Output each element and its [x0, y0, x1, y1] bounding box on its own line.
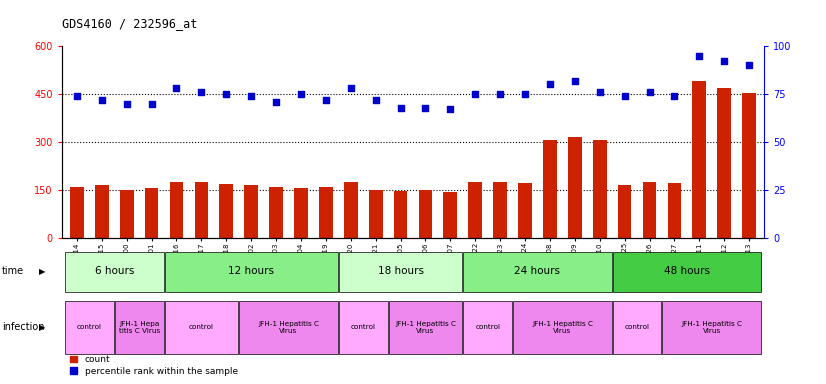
Bar — [294, 189, 308, 238]
Text: control: control — [475, 324, 501, 330]
Bar — [65, 301, 114, 354]
Bar — [463, 301, 512, 354]
Point — [568, 78, 582, 84]
Bar — [244, 185, 258, 238]
Bar — [468, 182, 482, 238]
Point — [493, 91, 506, 97]
Bar — [120, 190, 134, 238]
Bar — [543, 141, 557, 238]
Point — [70, 93, 83, 99]
Bar — [70, 187, 83, 238]
Point — [220, 91, 233, 97]
Point — [667, 93, 681, 99]
Text: JFH-1 Hepa
titis C Virus: JFH-1 Hepa titis C Virus — [118, 321, 159, 334]
Bar — [463, 252, 612, 291]
Text: 48 hours: 48 hours — [664, 266, 710, 276]
Bar — [667, 183, 681, 238]
Bar — [240, 301, 338, 354]
Point — [244, 93, 258, 99]
Bar — [613, 252, 761, 291]
Point — [743, 62, 756, 68]
Bar — [164, 252, 338, 291]
Point — [195, 89, 208, 95]
Text: ▶: ▶ — [39, 323, 45, 332]
Bar — [115, 301, 164, 354]
Bar — [613, 301, 662, 354]
Text: control: control — [189, 324, 214, 330]
Bar — [618, 185, 631, 238]
Bar — [344, 182, 358, 238]
Bar — [743, 93, 756, 238]
Point — [693, 53, 706, 59]
Text: infection: infection — [2, 322, 44, 332]
Bar — [145, 189, 159, 238]
Point — [618, 93, 631, 99]
Point — [544, 81, 557, 88]
Bar — [692, 81, 706, 238]
Point — [643, 89, 656, 95]
Bar — [368, 190, 382, 238]
Point — [444, 106, 457, 113]
Bar — [220, 184, 233, 238]
Text: JFH-1 Hepatitis C
Virus: JFH-1 Hepatitis C Virus — [681, 321, 743, 334]
Bar — [339, 252, 463, 291]
Bar — [419, 190, 432, 238]
Bar — [195, 182, 208, 238]
Bar — [269, 187, 283, 238]
Bar — [568, 137, 582, 238]
Point — [120, 101, 133, 107]
Bar — [493, 182, 507, 238]
Bar — [164, 301, 238, 354]
Point — [468, 91, 482, 97]
Bar — [513, 301, 612, 354]
Point — [593, 89, 606, 95]
Text: GDS4160 / 232596_at: GDS4160 / 232596_at — [62, 17, 197, 30]
Bar — [95, 185, 109, 238]
Text: control: control — [624, 324, 649, 330]
Point — [394, 104, 407, 111]
Point — [145, 101, 159, 107]
Point — [269, 99, 282, 105]
Text: ▶: ▶ — [39, 267, 45, 276]
Text: control: control — [351, 324, 376, 330]
Text: 18 hours: 18 hours — [377, 266, 424, 276]
Bar — [717, 88, 731, 238]
Bar — [643, 182, 657, 238]
Bar — [593, 141, 606, 238]
Text: 6 hours: 6 hours — [94, 266, 134, 276]
Bar — [518, 183, 532, 238]
Point — [369, 97, 382, 103]
Bar — [444, 192, 458, 238]
Point — [419, 104, 432, 111]
Bar — [394, 191, 407, 238]
Point — [95, 97, 108, 103]
Point — [344, 85, 358, 91]
Point — [519, 91, 532, 97]
Bar — [65, 252, 164, 291]
Text: JFH-1 Hepatitis C
Virus: JFH-1 Hepatitis C Virus — [532, 321, 593, 334]
Point — [320, 97, 333, 103]
Point — [718, 58, 731, 65]
Point — [294, 91, 307, 97]
Bar — [662, 301, 761, 354]
Point — [170, 85, 183, 91]
Text: 24 hours: 24 hours — [515, 266, 561, 276]
Legend: count, percentile rank within the sample: count, percentile rank within the sample — [66, 352, 241, 379]
Text: 12 hours: 12 hours — [228, 266, 274, 276]
Bar — [169, 182, 183, 238]
Bar — [339, 301, 387, 354]
Bar — [319, 187, 333, 238]
Bar — [388, 301, 463, 354]
Text: JFH-1 Hepatitis C
Virus: JFH-1 Hepatitis C Virus — [395, 321, 456, 334]
Text: control: control — [77, 324, 102, 330]
Text: JFH-1 Hepatitis C
Virus: JFH-1 Hepatitis C Virus — [258, 321, 319, 334]
Text: time: time — [2, 266, 24, 276]
